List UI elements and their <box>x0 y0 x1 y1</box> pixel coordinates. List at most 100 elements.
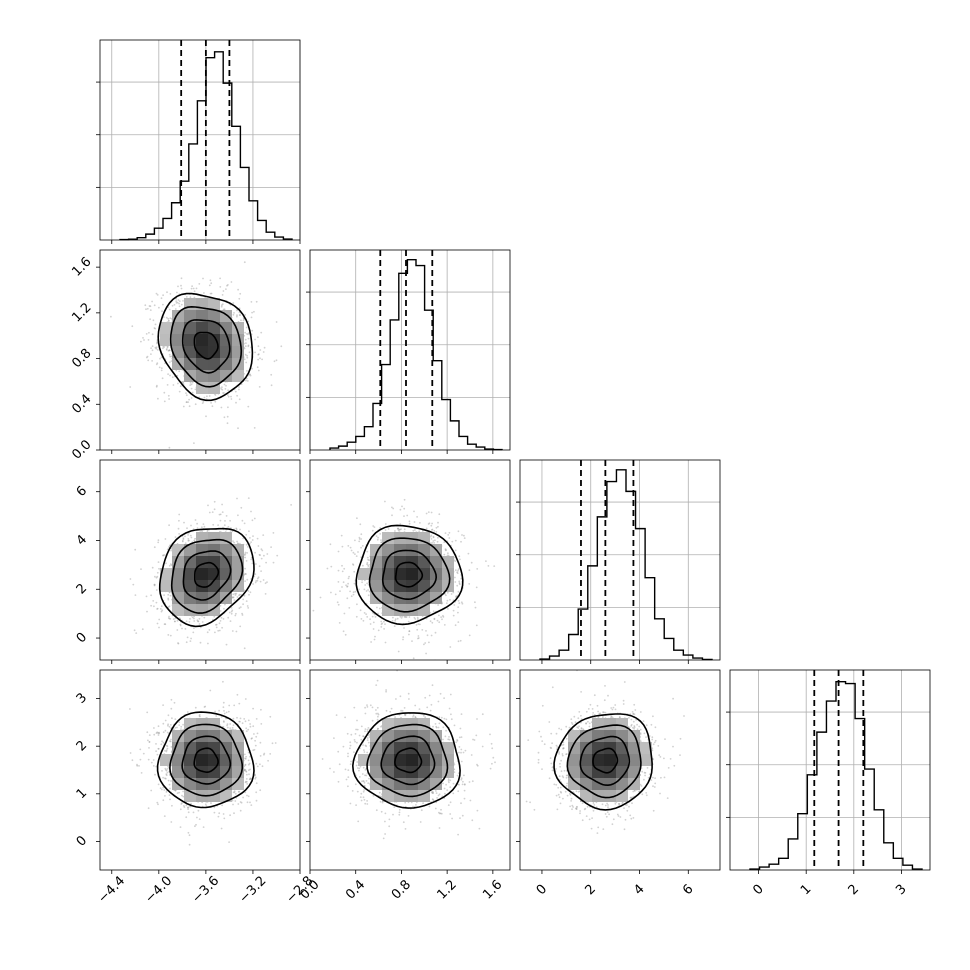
sample-point <box>213 508 216 511</box>
sample-point <box>272 561 275 564</box>
sample-point <box>449 598 451 601</box>
sample-point <box>226 394 229 396</box>
density-cell <box>418 544 430 556</box>
sample-point <box>380 541 383 544</box>
scatter-panel-1-0 <box>96 249 301 454</box>
sample-point <box>360 538 363 540</box>
sample-point <box>163 623 166 625</box>
sample-point <box>460 540 462 543</box>
sample-point <box>275 321 278 323</box>
sample-point <box>457 640 460 643</box>
sample-point <box>408 520 411 523</box>
density-cell <box>232 346 244 358</box>
sample-point <box>414 618 417 620</box>
sample-point <box>417 637 420 639</box>
density-cell <box>160 322 172 334</box>
sample-point <box>244 345 247 347</box>
sample-point <box>177 642 180 645</box>
density-cell <box>172 568 184 580</box>
sample-point <box>337 581 340 583</box>
sample-point <box>170 360 173 362</box>
sample-point <box>443 541 446 544</box>
sample-point <box>354 553 356 555</box>
sample-point <box>189 640 192 642</box>
sample-point <box>467 552 470 555</box>
sample-point <box>223 607 225 610</box>
sample-point <box>244 573 247 575</box>
sample-point <box>156 294 159 296</box>
sample-point <box>456 571 458 574</box>
sample-point <box>436 540 439 543</box>
sample-point <box>222 680 224 683</box>
sample-point <box>169 563 172 565</box>
sample-point <box>144 304 147 307</box>
sample-point <box>223 710 225 712</box>
sample-point <box>400 528 402 531</box>
sample-point <box>457 590 460 593</box>
sample-point <box>403 616 406 618</box>
density-cell <box>406 568 418 580</box>
sample-point <box>240 506 243 509</box>
sample-point <box>337 550 340 553</box>
sample-point <box>356 517 358 520</box>
sample-point <box>251 539 254 541</box>
sample-point <box>196 619 199 622</box>
sample-point <box>237 288 240 291</box>
sample-point <box>377 612 379 615</box>
sample-point <box>259 580 262 583</box>
sample-point <box>245 543 248 546</box>
sample-point <box>199 641 202 644</box>
sample-point <box>244 338 247 341</box>
sample-point <box>259 763 261 766</box>
sample-point <box>233 599 236 601</box>
sample-point <box>149 318 152 321</box>
sample-point <box>233 541 236 544</box>
sample-point <box>164 538 167 540</box>
sample-point <box>259 349 262 351</box>
sample-point <box>249 373 252 376</box>
sample-point <box>430 534 433 537</box>
density-cell <box>370 568 382 580</box>
sample-point <box>352 593 355 596</box>
sample-point <box>180 803 183 805</box>
sample-point <box>399 528 401 531</box>
sample-point <box>155 601 158 604</box>
sample-point <box>339 590 341 592</box>
sample-point <box>243 261 246 264</box>
sample-point <box>250 316 253 319</box>
contour-line <box>355 524 464 626</box>
sample-point <box>447 554 450 557</box>
sample-point <box>456 572 459 575</box>
sample-point <box>365 590 368 592</box>
sample-point <box>364 584 367 586</box>
sample-point <box>167 634 170 636</box>
sample-point <box>245 333 248 335</box>
sample-point <box>147 359 150 362</box>
sample-point <box>260 548 263 551</box>
sample-point <box>151 300 154 303</box>
density-cell <box>208 604 220 616</box>
sample-point <box>257 545 260 547</box>
sample-point <box>403 498 406 501</box>
sample-point <box>232 313 235 316</box>
panel-frame <box>99 459 301 661</box>
sample-point <box>193 617 195 620</box>
sample-point <box>213 615 216 618</box>
sample-point <box>262 351 265 353</box>
sample-point <box>408 630 411 633</box>
sample-point <box>396 527 399 530</box>
sample-point <box>259 357 261 360</box>
sample-point <box>415 624 418 626</box>
sample-point <box>246 578 249 581</box>
sample-point <box>369 623 372 625</box>
sample-point <box>161 609 164 612</box>
sample-point <box>257 576 260 579</box>
sample-point <box>190 524 192 527</box>
sample-point <box>235 592 238 595</box>
sample-point <box>425 512 428 515</box>
sample-point <box>219 513 222 516</box>
sample-point <box>273 360 276 363</box>
sample-point <box>436 619 439 622</box>
sample-point <box>153 583 156 586</box>
sample-point <box>225 384 227 387</box>
